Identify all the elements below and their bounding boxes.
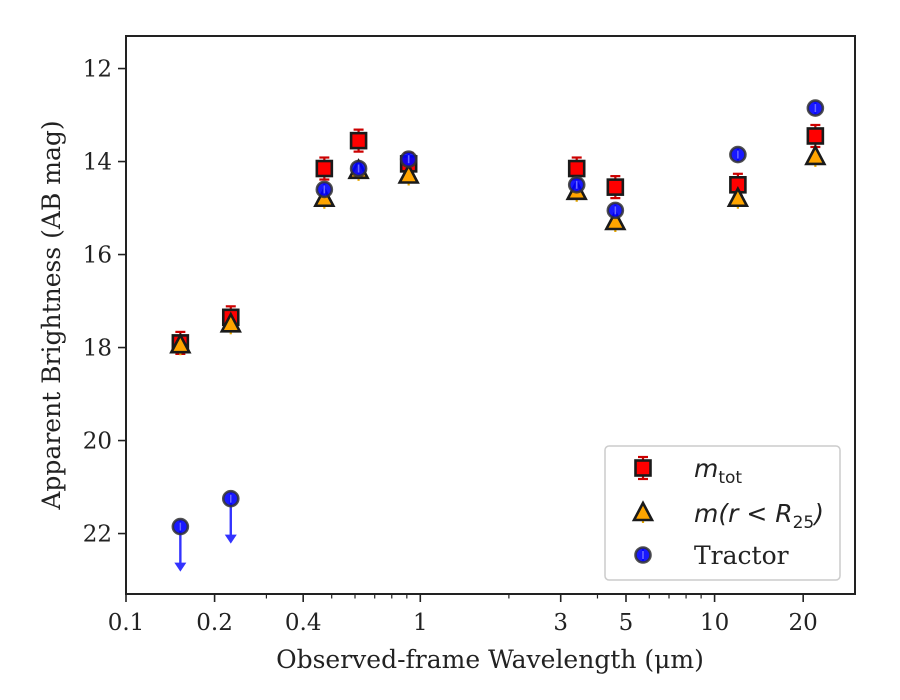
data-point (349, 159, 368, 178)
data-point (606, 175, 625, 200)
x-tick-label: 0.1 (108, 610, 145, 636)
data-point (606, 201, 625, 220)
x-tick-label: 20 (789, 610, 818, 636)
x-tick-label: 0.2 (196, 610, 233, 636)
legend-marker-triangle (631, 500, 655, 523)
data-point (397, 162, 420, 186)
y-axis-ticks: 12 14 16 18 20 22 (83, 57, 126, 548)
y-tick-label: 22 (83, 522, 112, 548)
data-point (806, 123, 825, 149)
y-tick-label: 12 (83, 57, 112, 83)
y-tick-label: 20 (83, 429, 112, 455)
data-point (349, 128, 368, 153)
data-point (221, 489, 240, 508)
legend-label: mtot (694, 454, 742, 488)
plot-area-border (125, 35, 856, 595)
x-tick-label: 0.4 (285, 610, 322, 636)
y-tick-label: 18 (83, 336, 112, 362)
x-axis-ticks: 0.1 0.2 0.4 1 3 5 10 20 (108, 594, 818, 636)
x-tick-label: 1 (413, 610, 428, 636)
data-point (169, 332, 192, 356)
series-triangle (169, 144, 827, 356)
legend-label: m(r < R25) (694, 499, 824, 533)
y-tick-label: 16 (83, 243, 112, 269)
data-marks (169, 99, 827, 572)
data-point (315, 156, 334, 181)
y-axis-label: Apparent Brightness (AB mag) (37, 120, 66, 510)
legend: mtot m(r < R25) Tractor (604, 445, 841, 581)
x-tick-label: 10 (700, 610, 729, 636)
data-point (726, 185, 750, 209)
y-tick-label: 14 (83, 150, 112, 176)
legend-box (604, 445, 841, 581)
x-tick-label: 3 (553, 610, 568, 636)
series-square (171, 123, 825, 355)
legend-label: Tractor (694, 541, 789, 570)
data-point (399, 150, 418, 169)
legend-marker-circle (634, 546, 652, 564)
data-point (315, 180, 334, 199)
legend-marker-square (634, 455, 652, 481)
plot-frame (125, 35, 856, 595)
data-point (804, 144, 827, 167)
data-point (567, 176, 586, 194)
data-point (219, 311, 242, 335)
data-point (171, 517, 190, 536)
data-point (806, 99, 825, 117)
x-axis-label: Observed-frame Wavelength (μm) (276, 645, 704, 674)
series-circle (171, 99, 825, 572)
data-point (729, 145, 747, 164)
x-tick-label: 5 (619, 610, 634, 636)
